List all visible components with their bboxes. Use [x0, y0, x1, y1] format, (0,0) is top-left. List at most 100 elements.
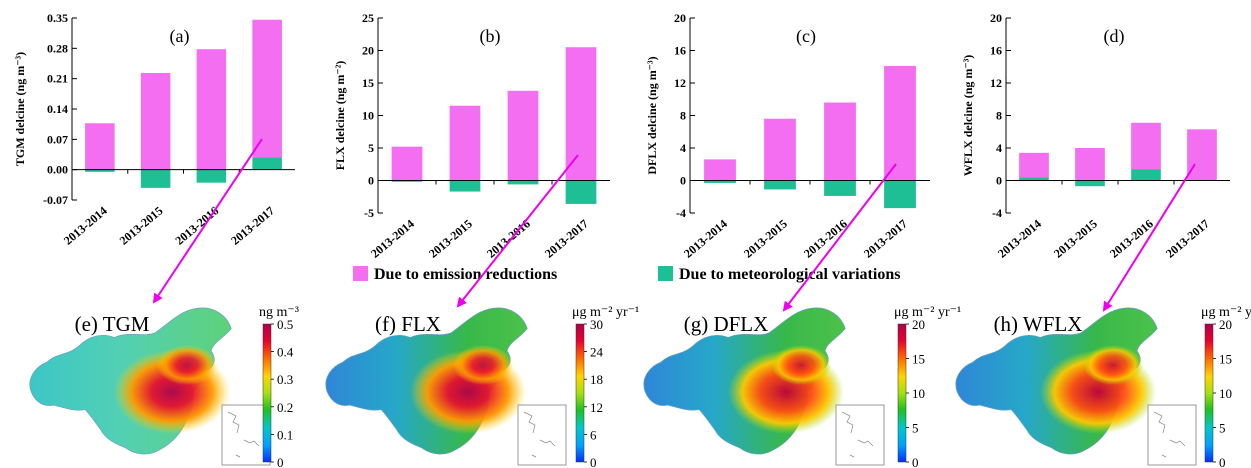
colorbar-tick-label: 0: [1219, 455, 1226, 468]
legend-label-emission: Due to emission reductions: [374, 266, 557, 283]
y-axis-label: DFLX delcine (ng m⁻³): [645, 56, 659, 174]
bar-emission: [704, 159, 736, 181]
bar-meteorology: [565, 180, 597, 204]
bar-meteorology: [252, 157, 282, 170]
y-tick-label: 25: [362, 11, 374, 25]
y-tick-label: 8: [680, 109, 686, 123]
colorbar-tick-label: 0.5: [277, 317, 293, 332]
bar-meteorology: [704, 180, 736, 183]
y-tick-label: -5: [364, 206, 374, 220]
bar-meteorology: [824, 180, 856, 196]
colorbar-tick-label: 20: [1219, 317, 1232, 332]
bar-meteorology: [391, 180, 423, 182]
bar-emission: [85, 123, 115, 170]
x-tick-label: 2013-2014: [368, 217, 417, 261]
y-axis-label: TGM delcine (ng m⁻³): [13, 52, 27, 166]
y-tick-label: 0.28: [47, 41, 68, 55]
bar-emission: [140, 73, 171, 170]
legend-swatch-meteorology: [658, 266, 673, 281]
bar-meteorology: [1131, 169, 1161, 181]
bar-emission: [507, 90, 539, 181]
arrow-b-to-f: [456, 154, 579, 308]
bar-emission: [1187, 129, 1217, 181]
map-hotspot: [157, 345, 217, 385]
y-tick-label: 10: [362, 109, 374, 123]
y-tick-label: 20: [674, 11, 686, 25]
bar-charts: 2013-2014 2013-2015 2013-2016 2013-20170.35…: [13, 11, 1230, 261]
bar-emission: [1019, 152, 1049, 178]
map-inset-islands: [227, 411, 260, 458]
map-panel-3: (g) DFLX μg m⁻² yr⁻¹20 15 10 5 0: [643, 305, 961, 468]
bar-emission: [391, 146, 423, 181]
bar-emission: [1131, 122, 1161, 170]
colorbar: [262, 323, 272, 463]
y-tick-label: 12: [674, 76, 686, 90]
bar-emission: [824, 102, 856, 181]
y-tick-label: 15: [362, 76, 374, 90]
arrow-a-to-e: [152, 138, 263, 304]
map-title: (e) TGM: [75, 312, 150, 336]
map-inset-islands: [523, 411, 556, 458]
bar-emission: [565, 47, 597, 181]
y-tick-label: 0: [680, 174, 686, 188]
arrow-c-to-g: [782, 163, 897, 312]
colorbar-tick-label: 24: [590, 345, 604, 360]
x-tick-label: 2013-2014: [61, 204, 110, 248]
bar-meteorology: [884, 180, 916, 209]
colorbar-tick-label: 30: [590, 317, 603, 332]
bar-emission: [764, 118, 796, 181]
colorbar: [897, 323, 907, 463]
colorbar-unit: μg m⁻² yr⁻¹: [1201, 305, 1251, 320]
x-tick-label: 2013-2016: [801, 217, 850, 261]
y-tick-label: 0.35: [47, 11, 68, 25]
x-tick-label: 2013-2017: [542, 217, 591, 261]
y-tick-label: 5: [368, 141, 374, 155]
map-hotspot: [453, 345, 513, 385]
colorbar-tick-label: 0.1: [277, 427, 293, 442]
bar-emission: [884, 65, 916, 181]
x-tick-label: 2013-2015: [1051, 217, 1100, 261]
bar-meteorology: [1075, 180, 1105, 187]
y-tick-label: 0: [368, 174, 374, 188]
panel-label: (c): [796, 26, 816, 47]
map-inset-islands: [841, 411, 874, 458]
colorbar-tick-label: 0.3: [277, 372, 293, 387]
colorbar-tick-label: 15: [1219, 352, 1232, 367]
colorbar: [1204, 323, 1214, 463]
bar-emission: [252, 19, 282, 158]
maps: (e) TGM ng m⁻³0.5 0.4 0.3 0.2 0.1 0 (f) FLX μg m…: [29, 305, 1251, 468]
y-tick-label: 4: [680, 141, 686, 155]
map-hotspot: [1083, 345, 1143, 385]
colorbar-unit: μg m⁻² yr⁻¹: [894, 305, 961, 320]
colorbar-tick-label: 0: [590, 455, 597, 468]
bar-meteorology: [85, 169, 115, 172]
y-tick-label: 0.21: [47, 72, 68, 86]
bar-meteorology: [196, 169, 227, 183]
panel-label: (b): [480, 26, 501, 47]
x-tick-label: 2013-2015: [741, 217, 790, 261]
arrow-d-to-h: [1102, 163, 1196, 312]
colorbar-tick-label: 0.2: [277, 400, 293, 415]
x-tick-label: 2013-2014: [995, 217, 1044, 261]
chart-panel-2: 2013-2014 2013-2015 2013-2016 2013-2017 25 20…: [333, 11, 610, 261]
colorbar-tick-label: 20: [912, 317, 925, 332]
y-tick-label: 8: [996, 109, 1002, 123]
arrows: [152, 138, 1196, 312]
colorbar-tick-label: 10: [912, 386, 925, 401]
colorbar-tick-label: 0: [912, 455, 919, 468]
colorbar-tick-label: 5: [1219, 421, 1226, 436]
colorbar-unit: μg m⁻² yr⁻¹: [572, 305, 639, 320]
panel-label: (d): [1104, 26, 1125, 47]
map-panel-4: (h) WFLX μg m⁻² yr⁻¹20 15 10 5 0: [955, 305, 1251, 468]
bar-meteorology: [507, 180, 539, 185]
x-tick-label: 2013-2017: [228, 204, 277, 248]
colorbar-tick-label: 10: [1219, 386, 1232, 401]
chart-panel-4: 2013-2014 2013-2015 2013-2016 2013-20172016…: [961, 11, 1230, 261]
x-tick-label: 2013-2017: [1163, 217, 1212, 261]
map-panel-2: (f) FLX μg m⁻² yr⁻¹30 24 18 12 6 0: [325, 305, 639, 468]
y-tick-label: -0.07: [43, 193, 68, 207]
colorbar-tick-label: 0: [277, 455, 284, 468]
map-inset: [1147, 404, 1197, 466]
legend-swatch-emission: [353, 266, 368, 281]
